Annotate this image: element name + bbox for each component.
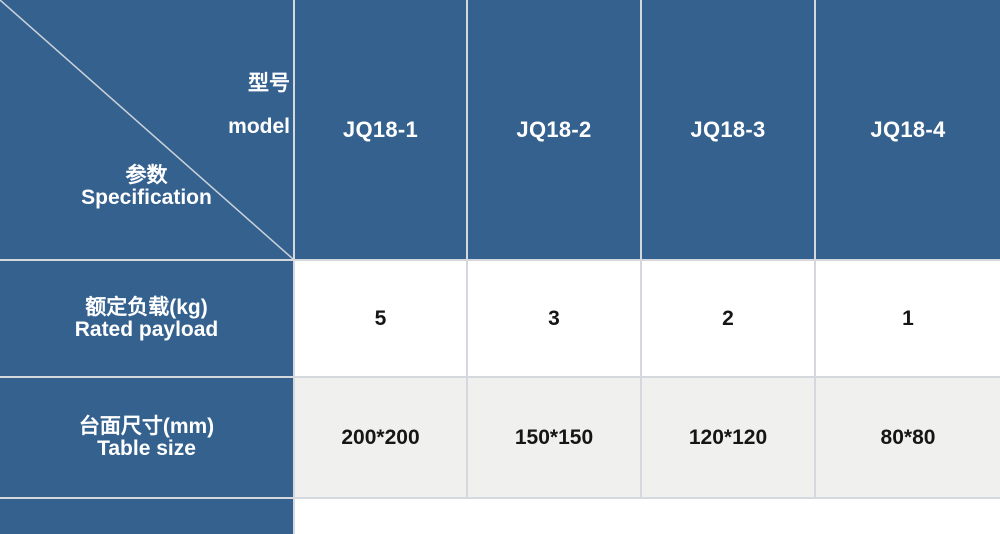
value-text: 120*120 [688, 425, 768, 449]
value-cell-payload-jq18-2: 3 [468, 261, 640, 376]
diagonal-divider-line [0, 0, 293, 259]
row-label-en: Table size [97, 436, 196, 460]
value-text: 1 [902, 306, 914, 330]
row-label-zh: 额定负载(kg) [85, 295, 208, 319]
row-label-rated-payload: 额定负载(kg) Rated payload [0, 261, 293, 376]
row-label-partial [0, 499, 293, 534]
value-cell-size-jq18-2: 150*150 [468, 378, 640, 497]
column-header-jq18-1: JQ18-1 [295, 0, 466, 259]
value-text: 3 [548, 306, 560, 330]
column-header-label: JQ18-4 [870, 116, 946, 142]
column-header-label: JQ18-2 [516, 116, 592, 142]
value-cell-size-jq18-1: 200*200 [295, 378, 466, 497]
corner-spec-heading: 参数 Specification [0, 165, 293, 209]
model-heading-en: model [228, 115, 290, 138]
value-cell-payload-jq18-3: 2 [642, 261, 814, 376]
value-text: 2 [722, 306, 734, 330]
row-label-zh: 台面尺寸(mm) [78, 414, 215, 438]
value-text: 80*80 [880, 425, 936, 449]
model-heading-zh: 型号 [248, 72, 290, 95]
row-label-table-size: 台面尺寸(mm) Table size [0, 378, 293, 497]
column-header-jq18-3: JQ18-3 [642, 0, 814, 259]
value-cell-payload-jq18-4: 1 [816, 261, 1000, 376]
corner-header-cell: 型号 model 参数 Specification [0, 0, 293, 259]
value-text: 150*150 [514, 425, 594, 449]
column-header-jq18-4: JQ18-4 [816, 0, 1000, 259]
spec-heading-zh: 参数 [125, 164, 168, 187]
column-header-label: JQ18-3 [690, 116, 766, 142]
partial-row-values [295, 499, 1000, 534]
column-header-jq18-2: JQ18-2 [468, 0, 640, 259]
value-text: 5 [374, 306, 387, 330]
value-cell-size-jq18-4: 80*80 [816, 378, 1000, 497]
value-cell-payload-jq18-1: 5 [295, 261, 466, 376]
spec-heading-en: Specification [81, 186, 212, 209]
corner-model-heading: 型号 model [228, 71, 290, 139]
column-header-label: JQ18-1 [342, 116, 419, 142]
value-text: 200*200 [341, 425, 420, 449]
row-label-en: Rated payload [74, 317, 219, 341]
value-cell-size-jq18-3: 120*120 [642, 378, 814, 497]
